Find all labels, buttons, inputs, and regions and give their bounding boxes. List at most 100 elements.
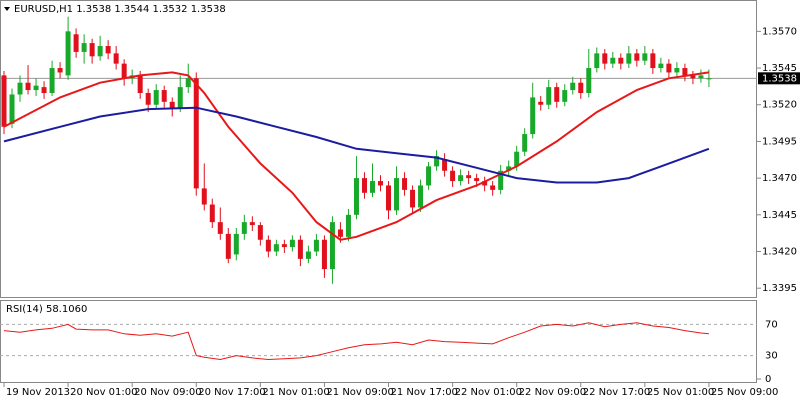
candle-body — [546, 87, 552, 105]
candle-body — [337, 229, 343, 237]
candle-body — [25, 82, 31, 91]
y-tick-label: 1.3420 — [762, 247, 797, 258]
candle-body — [642, 53, 648, 61]
candle-body — [706, 78, 712, 80]
candle-body — [145, 92, 151, 105]
y-tick-label: 1.3570 — [762, 26, 797, 37]
candle-body — [570, 82, 576, 91]
candle-body — [562, 90, 568, 102]
candle-body — [369, 181, 375, 193]
candle-body — [530, 97, 536, 135]
rsi-title: RSI(14) 58.1060 — [6, 304, 87, 315]
x-tick-label: 20 Nov 09:00 — [134, 387, 201, 398]
candle-body — [361, 178, 367, 193]
candle-body — [265, 239, 271, 252]
y-tick-label: 1.3470 — [762, 173, 797, 184]
x-tick-label: 20 Nov 01:00 — [70, 387, 137, 398]
candle-body — [458, 175, 464, 182]
rsi-panel — [0, 300, 757, 383]
candle-body — [89, 43, 95, 57]
candle-body — [41, 87, 47, 93]
candle-body — [378, 181, 384, 186]
rsi-tick-label: 0 — [765, 374, 771, 385]
main-panel — [0, 0, 757, 298]
moving-average-line — [3, 71, 710, 241]
candle-body — [281, 244, 287, 248]
candle-body — [193, 78, 199, 189]
candle-body — [225, 233, 231, 259]
candle-body — [57, 68, 63, 73]
menu-icon — [4, 7, 10, 11]
y-tick-label: 1.3495 — [762, 136, 797, 147]
candle-body — [506, 166, 512, 171]
candle-body — [514, 151, 520, 167]
candle-body — [153, 90, 159, 105]
candle-body — [49, 68, 55, 93]
candle-body — [498, 170, 504, 190]
candle-body — [522, 134, 528, 152]
candle-body — [329, 222, 335, 270]
candle-body — [257, 225, 263, 240]
moving-average-line — [3, 106, 710, 184]
candle-body — [466, 175, 472, 179]
candle-body — [450, 170, 456, 182]
candle-body — [353, 178, 359, 215]
candle-body — [402, 178, 408, 190]
candle-body — [217, 222, 223, 234]
candle-body — [65, 31, 71, 76]
candle-body — [578, 82, 584, 93]
candle-body — [602, 53, 608, 64]
candle-body — [442, 159, 448, 171]
candle-body — [490, 185, 496, 190]
candle-body — [434, 156, 440, 167]
rsi-tick-label: 70 — [765, 319, 778, 330]
candle-body — [97, 46, 103, 57]
candle-body — [554, 87, 560, 102]
candle-body — [698, 75, 704, 79]
candle-body — [594, 53, 600, 69]
candle-body — [474, 178, 480, 182]
x-tick-label: 21 Nov 17:00 — [391, 387, 458, 398]
candle-body — [650, 53, 656, 69]
candle-body — [410, 189, 416, 208]
chart-title: EURUSD,H1 1.3538 1.3544 1.3532 1.3538 — [14, 4, 226, 15]
y-tick-label: 1.3395 — [762, 283, 797, 294]
candle-body — [233, 233, 239, 255]
candle-body — [538, 101, 544, 105]
x-tick-label: 25 Nov 01:00 — [647, 387, 714, 398]
candle-body — [161, 90, 167, 102]
y-tick-label: 1.3445 — [762, 210, 797, 221]
candle-body — [321, 239, 327, 270]
candle-body — [209, 204, 215, 223]
candle-body — [418, 185, 424, 208]
candle-body — [249, 222, 255, 226]
candle-body — [634, 53, 640, 61]
candle-body — [618, 57, 624, 64]
x-tick-label: 22 Nov 01:00 — [455, 387, 522, 398]
candle-body — [17, 82, 23, 95]
rsi-line — [3, 322, 709, 361]
candle-body — [105, 46, 111, 54]
candle-body — [682, 68, 688, 76]
x-tick-label: 19 Nov 2013 — [6, 387, 70, 398]
candle-body — [394, 178, 400, 211]
candle-body — [1, 75, 7, 127]
candle-body — [610, 57, 616, 64]
candle-body — [289, 239, 295, 248]
candle-body — [674, 68, 680, 73]
last-price-label: 1.3538 — [762, 73, 797, 84]
candle-body — [626, 53, 632, 64]
candle-body — [137, 75, 143, 93]
x-tick-label: 22 Nov 09:00 — [519, 387, 586, 398]
candle-body — [201, 188, 207, 205]
candle-body — [297, 239, 303, 259]
candle-body — [690, 75, 696, 79]
candle-body — [273, 244, 279, 252]
candle-body — [73, 34, 79, 52]
candle-body — [658, 63, 664, 69]
x-tick-label: 20 Nov 17:00 — [198, 387, 265, 398]
candle-body — [386, 185, 392, 211]
x-tick-label: 21 Nov 01:00 — [262, 387, 329, 398]
x-tick-label: 25 Nov 09:00 — [711, 387, 778, 398]
